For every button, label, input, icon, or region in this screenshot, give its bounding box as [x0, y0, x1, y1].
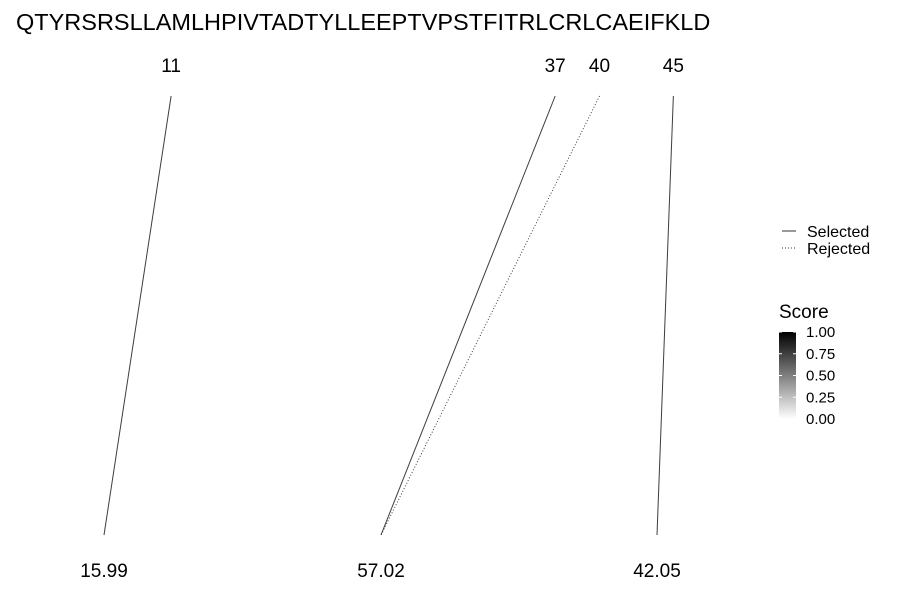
top-position-label: 45 [663, 56, 684, 77]
legend-selected-label: Selected [807, 224, 869, 241]
legend-score-tick-label: 1.00 [806, 324, 835, 341]
legend-score-title: Score [779, 302, 829, 323]
bottom-value-label: 42.05 [633, 561, 681, 582]
top-position-label: 11 [161, 56, 181, 77]
bottom-value-label: 57.02 [357, 561, 405, 582]
legend-score-tick-label: 0.25 [806, 389, 835, 406]
legend-rejected-label: Rejected [807, 241, 870, 258]
link-lines [103, 95, 674, 536]
bottom-value-label: 15.99 [80, 561, 128, 582]
legend-score-tick-label: 0.75 [806, 346, 835, 363]
legend-score-tick-label: 0.50 [806, 368, 835, 385]
link-line-rejected [380, 95, 600, 536]
link-line-selected [380, 95, 556, 536]
top-position-labels: 11 37 40 45 [161, 56, 684, 77]
legend-score-tick-label: 0.00 [806, 411, 835, 428]
legend-score-ticks: 1.00 0.75 0.50 0.25 0.00 [779, 324, 835, 428]
legend-score: Score 1.00 0.75 0.50 0.25 0.00 [779, 302, 835, 428]
top-position-label: 40 [589, 56, 610, 77]
link-line-selected [656, 95, 674, 536]
legend-score-colorbar [779, 332, 796, 419]
legend-linetype: Selected Rejected [782, 224, 870, 258]
sequence-text: QTYRSRSLLAMLHPIVTADTYLLEEPTVPSTFITRLCRLC… [16, 9, 710, 35]
bottom-value-labels: 15.99 57.02 42.05 [80, 561, 681, 582]
top-position-label: 37 [545, 56, 566, 77]
link-line-selected [103, 95, 172, 536]
